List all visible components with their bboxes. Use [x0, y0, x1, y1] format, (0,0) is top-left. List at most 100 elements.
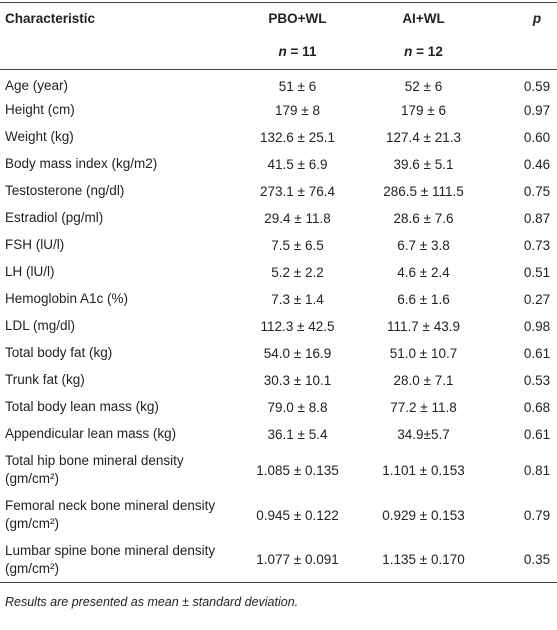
- p-symbol: p: [532, 10, 542, 26]
- table-row: Age (year) 51 ± 6 52 ± 6 0.59: [0, 70, 557, 97]
- table-cell: 54.0 ± 16.9: [263, 345, 332, 361]
- n-value: = 11: [290, 43, 317, 59]
- table-row: Trunk fat (kg) 30.3 ± 10.1 28.0 ± 7.1 0.53: [0, 367, 557, 394]
- table-cell: 0.73: [523, 237, 551, 253]
- table-cell: 179 ± 6: [401, 102, 446, 118]
- table-cell: 0.75: [523, 183, 551, 199]
- table-cell: Total hip bone mineral density (gm/cm²): [5, 453, 184, 486]
- table-row: Height (cm) 179 ± 8 179 ± 6 0.97: [0, 97, 557, 124]
- table-cell: Estradiol (pg/ml): [5, 210, 104, 225]
- table-cell: 28.0 ± 7.1: [393, 372, 454, 388]
- n-symbol: n: [404, 43, 413, 59]
- table-cell: 7.3 ± 1.4: [271, 291, 324, 307]
- table-cell: 0.79: [523, 507, 551, 523]
- n-symbol: n: [278, 43, 287, 59]
- table-cell: Femoral neck bone mineral density (gm/cm…: [5, 498, 216, 531]
- table-cell: Trunk fat (kg): [5, 372, 85, 387]
- table-cell: 0.929 ± 0.153: [382, 507, 465, 523]
- table-cell: 0.97: [523, 102, 551, 118]
- table-row: LH (lU/l) 5.2 ± 2.2 4.6 ± 2.4 0.51: [0, 259, 557, 286]
- table-cell: 39.6 ± 5.1: [393, 156, 454, 172]
- table-cell: 5.2 ± 2.2: [271, 264, 324, 280]
- header-cell: PBO+WL: [235, 2, 360, 33]
- table-cell: 4.6 ± 2.4: [397, 264, 450, 280]
- table-row: Testosterone (ng/dl) 273.1 ± 76.4 286.5 ± …: [0, 178, 557, 205]
- footnote: Results are presented as mean ± standard…: [5, 595, 299, 609]
- table-row: Weight (kg) 132.6 ± 25.1 127.4 ± 21.3 0.60: [0, 124, 557, 151]
- table-row: Hemoglobin A1c (%) 7.3 ± 1.4 6.6 ± 1.6 0.27: [0, 286, 557, 313]
- table-cell: 51 ± 6: [278, 78, 317, 94]
- data-table: Characteristic PBO+WL AI+WL p n = 11 n =…: [0, 2, 557, 583]
- table-row: Estradiol (pg/ml) 29.4 ± 11.8 28.6 ± 7.6 0.…: [0, 205, 557, 232]
- table-cell: 132.6 ± 25.1: [260, 129, 335, 145]
- table-row: Lumbar spine bone mineral density (gm/cm…: [0, 537, 557, 583]
- header-cell: p: [487, 2, 557, 33]
- table-cell: 179 ± 8: [275, 102, 320, 118]
- table-cell: 1.135 ± 0.170: [360, 537, 487, 583]
- table-cell: 7.5 ± 6.5: [271, 237, 324, 253]
- table-cell: 0.945 ± 0.122: [256, 507, 339, 523]
- table-cell: 0.61: [523, 426, 551, 442]
- table-cell: Height (cm): [5, 102, 75, 117]
- table-cell: 1.101 ± 0.153: [382, 462, 465, 478]
- table-cell: 41.5 ± 6.9: [267, 156, 328, 172]
- table-row: Total body fat (kg) 54.0 ± 16.9 51.0 ± 10.…: [0, 340, 557, 367]
- table-cell: 6.7 ± 3.8: [397, 237, 450, 253]
- table-row: Body mass index (kg/m2) 41.5 ± 6.9 39.6 ± …: [0, 151, 557, 178]
- table-cell: 0.59: [523, 78, 551, 94]
- table-cell: Total body lean mass (kg): [5, 399, 159, 414]
- header-cell: AI+WL: [360, 2, 487, 33]
- table-row: Total hip bone mineral density (gm/cm²) 1…: [0, 448, 557, 493]
- table-cell: 0.61: [523, 345, 551, 361]
- table-cell: 0.27: [523, 291, 551, 307]
- table-cell: 286.5 ± 111.5: [383, 183, 464, 199]
- table-cell: 0.51: [523, 264, 551, 280]
- table-cell: Body mass index (kg/m2): [5, 156, 158, 171]
- table-cell: Hemoglobin A1c (%): [5, 291, 129, 306]
- table-row: Appendicular lean mass (kg) 36.1 ± 5.4 34.…: [0, 421, 557, 448]
- table-cell: 0.87: [523, 210, 551, 226]
- table-cell: 28.6 ± 7.6: [393, 210, 454, 226]
- table-row: Total body lean mass (kg) 79.0 ± 8.8 77.2 …: [0, 394, 557, 421]
- table-cell: 1.077 ± 0.091: [235, 537, 360, 583]
- table-cell: Age (year): [5, 78, 69, 94]
- table-cell: Total body fat (kg): [5, 345, 113, 360]
- table-row: FSH (lU/l) 7.5 ± 6.5 6.7 ± 3.8 0.73: [0, 232, 557, 259]
- table-cell: 112.3 ± 42.5: [260, 318, 335, 334]
- table-row: Femoral neck bone mineral density (gm/cm…: [0, 493, 557, 538]
- table-cell: LH (lU/l): [5, 264, 55, 279]
- table-cell: Lumbar spine bone mineral density (gm/cm…: [0, 537, 235, 583]
- n-cell: n = 11: [235, 33, 360, 70]
- table-cell: 79.0 ± 8.8: [267, 399, 328, 415]
- table-body: Age (year) 51 ± 6 52 ± 6 0.59 Height (cm) 179…: [0, 70, 557, 583]
- table-cell: Appendicular lean mass (kg): [5, 426, 177, 441]
- table-cell: FSH (lU/l): [5, 237, 65, 252]
- table-cell: Testosterone (ng/dl): [5, 183, 125, 198]
- table-cell: 111.7 ± 43.9: [387, 318, 460, 334]
- table-cell: 30.3 ± 10.1: [263, 372, 332, 388]
- table-cell: 29.4 ± 11.8: [264, 210, 331, 226]
- table-cell: 51.0 ± 10.7: [389, 345, 458, 361]
- table-cell: 273.1 ± 76.4: [260, 183, 335, 199]
- table-row: LDL (mg/dl) 112.3 ± 42.5 111.7 ± 43.9 0.98: [0, 313, 557, 340]
- table-cell: LDL (mg/dl): [5, 318, 76, 333]
- header-cell: Characteristic: [0, 2, 235, 33]
- table-cell: Weight (kg): [5, 129, 74, 144]
- table-cell: 0.68: [523, 399, 551, 415]
- table-cell: 0.46: [523, 156, 551, 172]
- table-cell: 0.60: [523, 129, 551, 145]
- table-cell: 127.4 ± 21.3: [386, 129, 461, 145]
- table-cell: 6.6 ± 1.6: [397, 291, 450, 307]
- n-value: = 12: [416, 43, 443, 59]
- table-cell: 0.98: [523, 318, 551, 334]
- table-cell: 36.1 ± 5.4: [267, 426, 328, 442]
- table-cell: 0.81: [523, 462, 551, 478]
- table-cell: 52 ± 6: [404, 78, 443, 94]
- table-cell: 1.085 ± 0.135: [256, 462, 339, 478]
- n-cell: n = 12: [360, 33, 487, 70]
- table-cell: 77.2 ± 11.8: [390, 399, 457, 415]
- table-cell: 34.9±5.7: [397, 426, 450, 442]
- table-cell: 0.53: [523, 372, 551, 388]
- table-cell: 0.35: [487, 537, 557, 583]
